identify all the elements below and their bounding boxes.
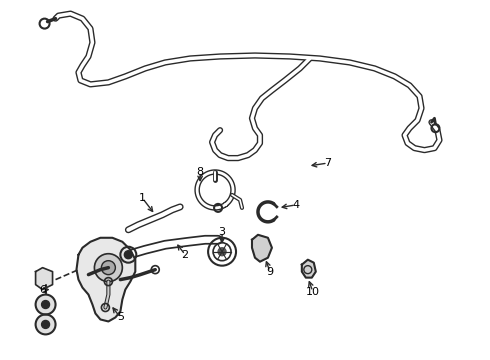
Text: 3: 3 [219,227,225,237]
Circle shape [124,251,132,259]
Circle shape [42,320,49,328]
Text: 10: 10 [306,287,320,297]
Text: 7: 7 [324,158,331,168]
Circle shape [218,248,226,256]
Text: 5: 5 [117,312,124,323]
Text: 1: 1 [139,193,146,203]
Text: 4: 4 [293,200,299,210]
Circle shape [95,254,122,282]
Circle shape [101,261,115,275]
Circle shape [36,315,55,334]
Text: 9: 9 [267,267,273,276]
Circle shape [36,294,55,315]
Polygon shape [36,268,52,289]
Polygon shape [76,238,135,321]
Text: 6: 6 [39,284,46,294]
Text: 8: 8 [196,167,204,177]
Polygon shape [302,260,316,278]
Polygon shape [252,235,272,262]
Circle shape [42,301,49,309]
Text: 2: 2 [182,250,189,260]
